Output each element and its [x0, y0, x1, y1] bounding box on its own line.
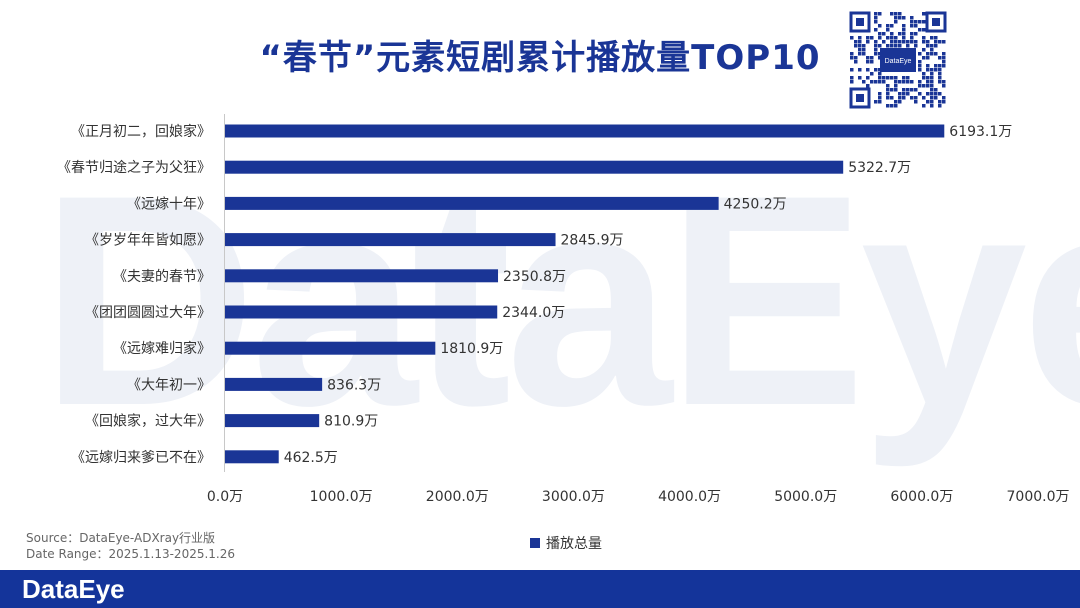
data-label: 2350.8万 [503, 269, 566, 285]
data-label: 836.3万 [327, 377, 381, 393]
footer-logo: DataEye [22, 574, 125, 604]
data-label: 810.9万 [324, 414, 378, 430]
x-tick-label: 3000.0万 [542, 489, 605, 505]
qr-code: DataEye [848, 10, 948, 110]
bar [225, 341, 436, 355]
bar [225, 305, 498, 319]
x-tick-label: 4000.0万 [658, 489, 721, 505]
category-label: 《岁岁年年皆如愿》 [85, 233, 211, 249]
data-label: 5322.7万 [848, 160, 911, 176]
data-label: 2344.0万 [502, 305, 565, 321]
date-range-line: Date Range：2025.1.13-2025.1.26 [26, 547, 236, 561]
bar-chart: 《正月初二，回娘家》 6193.1万《春节归途之子为父狂》 5322.7万《远嫁十年… [57, 114, 1070, 505]
footer-bar: DataEye [0, 570, 1080, 608]
qr-logo-text: DataEye [885, 58, 912, 65]
category-label: 《远嫁难归家》 [113, 340, 211, 357]
bar [225, 124, 945, 138]
x-tick-label: 5000.0万 [774, 489, 837, 505]
x-tick-label: 6000.0万 [890, 489, 953, 505]
data-label: 6193.1万 [949, 124, 1012, 140]
legend-label: 播放总量 [546, 536, 602, 552]
data-label: 4250.2万 [724, 196, 787, 212]
category-label: 《夫妻的春节》 [113, 269, 211, 285]
bar [225, 377, 323, 391]
data-label: 1810.9万 [440, 341, 503, 357]
category-label: 《远嫁十年》 [127, 196, 211, 212]
legend: 播放总量 [530, 533, 602, 553]
category-label: 《大年初一》 [127, 376, 211, 393]
category-label: 《远嫁归来爹已不在》 [71, 449, 211, 466]
data-label: 2845.9万 [561, 233, 624, 249]
x-tick-label: 0.0万 [207, 489, 243, 505]
bar [225, 233, 556, 247]
source-note: Source：DataEye-ADXray行业版 Date Range：2025… [26, 530, 235, 562]
bar [225, 269, 499, 283]
source-line: Source：DataEye-ADXray行业版 [26, 531, 216, 545]
category-label: 《团团圆圆过大年》 [85, 305, 211, 321]
bar [225, 160, 844, 174]
category-label: 《正月初二，回娘家》 [71, 123, 211, 140]
bar [225, 450, 279, 464]
chart-title: “春节”元素短剧累计播放量TOP10 [259, 38, 821, 78]
bar [225, 196, 719, 210]
x-tick-label: 2000.0万 [426, 489, 489, 505]
data-label: 462.5万 [284, 450, 338, 466]
x-tick-label: 1000.0万 [310, 489, 373, 505]
x-tick-label: 7000.0万 [1007, 489, 1070, 505]
category-label: 《回娘家，过大年》 [85, 413, 211, 430]
category-label: 《春节归途之子为父狂》 [57, 159, 211, 176]
legend-swatch [530, 538, 540, 548]
bar [225, 414, 320, 428]
